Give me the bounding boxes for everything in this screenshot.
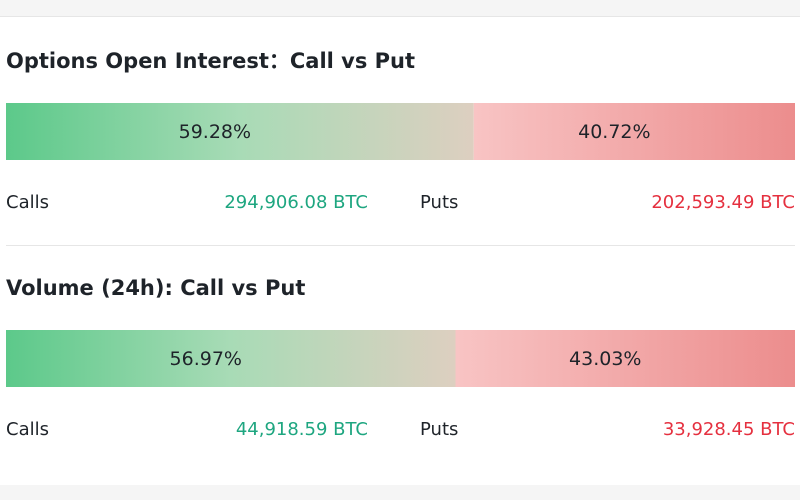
top-band xyxy=(0,0,800,16)
section-title: Options Open Interest：Call vs Put xyxy=(6,49,415,73)
put-bar xyxy=(455,330,795,387)
call-bar xyxy=(6,103,474,160)
calls-label: Calls xyxy=(6,192,49,213)
calls-value: 294,906.08 BTC xyxy=(224,192,368,213)
bottom-band xyxy=(0,485,800,500)
section-title: Volume (24h): Call vs Put xyxy=(6,276,305,300)
calls-value: 44,918.59 BTC xyxy=(236,419,368,440)
call-pct: 59.28% xyxy=(179,121,251,143)
put-pct: 43.03% xyxy=(569,348,641,370)
calls-label: Calls xyxy=(6,419,49,440)
puts-label: Puts xyxy=(420,419,458,440)
puts-value: 33,928.45 BTC xyxy=(663,419,795,440)
put-pct: 40.72% xyxy=(578,121,650,143)
puts-label: Puts xyxy=(420,192,458,213)
put-bar xyxy=(473,103,795,160)
call-pct: 56.97% xyxy=(170,348,242,370)
puts-value: 202,593.49 BTC xyxy=(651,192,795,213)
call-bar xyxy=(6,330,456,387)
